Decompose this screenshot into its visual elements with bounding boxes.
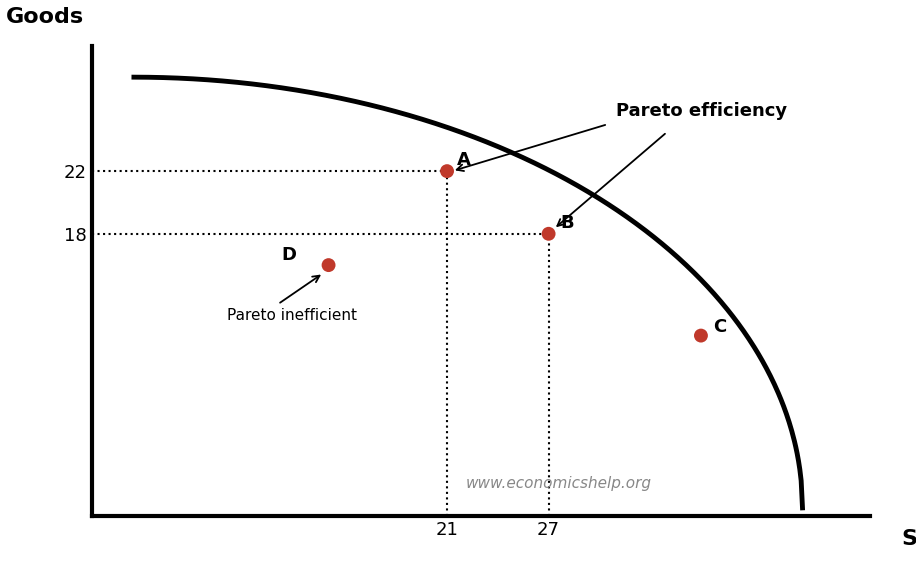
Text: B: B xyxy=(561,214,574,231)
Text: www.economicshelp.org: www.economicshelp.org xyxy=(465,476,652,490)
Text: C: C xyxy=(713,319,726,336)
Point xyxy=(322,261,336,270)
Text: Pareto efficiency: Pareto efficiency xyxy=(616,103,788,120)
Text: Services: Services xyxy=(901,529,916,549)
Point xyxy=(541,229,556,238)
Text: D: D xyxy=(281,246,296,264)
Text: A: A xyxy=(457,151,471,169)
Text: Goods: Goods xyxy=(5,7,84,27)
Point xyxy=(693,331,708,340)
Text: Pareto inefficient: Pareto inefficient xyxy=(227,308,357,323)
Point xyxy=(440,167,454,176)
